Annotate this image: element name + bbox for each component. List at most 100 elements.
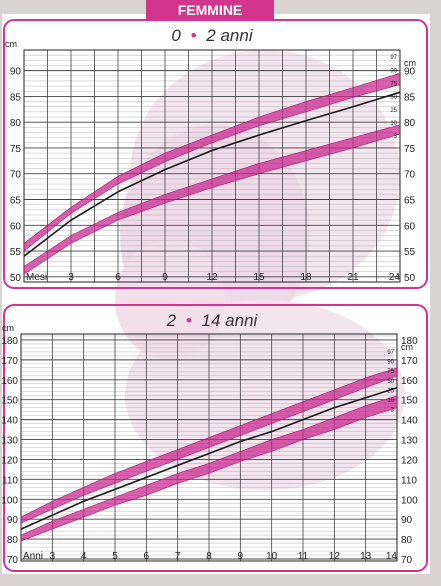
percentile-label: 97: [390, 55, 397, 61]
unit-label-left: cm: [2, 323, 14, 333]
percentile-label: 90: [387, 359, 394, 365]
title-part-dot: •: [186, 311, 192, 330]
percentile-label: 25: [387, 388, 394, 394]
percentile-label: 50: [387, 379, 394, 385]
series-line-p3: [23, 133, 401, 275]
x-tick-label: 6: [115, 272, 121, 283]
y-tick-label-left: 85: [10, 92, 22, 103]
percentile-label: 90: [390, 68, 397, 74]
x-tick-label: 3: [50, 551, 56, 562]
y-tick-label-right: 100: [401, 495, 418, 506]
unit-label-right: cm: [401, 342, 413, 352]
y-tick-label-left: 160: [1, 376, 18, 387]
x-tick-label: 21: [347, 272, 359, 283]
x-tick-label: 14: [386, 551, 398, 562]
y-tick-label-left: 100: [1, 495, 18, 506]
percentile-label: 3: [391, 408, 395, 414]
x-tick-label: 24: [389, 272, 401, 283]
y-tick-label-left: 55: [10, 247, 22, 258]
y-tick-label-left: 90: [10, 67, 22, 78]
plot-border: [23, 49, 401, 283]
frame-chart-0-2: [3, 19, 428, 289]
percentile-label: 75: [387, 369, 394, 375]
y-tick-label-right: 70: [401, 555, 413, 566]
unit-label-right: cm: [404, 58, 416, 68]
y-tick-label-right: 110: [401, 475, 417, 486]
lower-percentile-band: [21, 395, 397, 542]
y-tick-label-left: 120: [1, 455, 18, 466]
y-tick-label-right: 50: [404, 273, 416, 284]
x-axis-unit: Mesi: [26, 272, 47, 283]
header-tab: [146, 0, 274, 20]
x-tick-label: 13: [360, 551, 372, 562]
unit-label-left: cm: [5, 39, 17, 49]
title-part-start: 0: [171, 26, 181, 45]
y-tick-label-right: 70: [404, 170, 416, 181]
y-tick-label-right: 60: [404, 221, 416, 232]
x-tick-label: 11: [298, 551, 309, 562]
y-tick-label-right: 150: [401, 396, 418, 407]
x-tick-label: 12: [329, 551, 341, 562]
upper-percentile-band: [21, 367, 397, 524]
y-tick-label-right: 120: [401, 455, 418, 466]
title-part-end: 14 anni: [202, 311, 259, 330]
percentile-label: 50: [390, 95, 397, 101]
x-tick-label: 18: [300, 272, 312, 283]
y-tick-label-right: 160: [401, 376, 418, 387]
y-tick-label-left: 80: [7, 535, 19, 546]
x-tick-label: 15: [253, 272, 265, 283]
y-tick-label-left: 150: [1, 396, 18, 407]
percentile-label: 3: [394, 134, 398, 140]
plot-2-14-anni: 70 70 80 80 90 90 100 100 110 110 120 120 130 130 140 1…: [1, 323, 418, 566]
y-tick-label-right: 55: [404, 247, 416, 258]
x-tick-label: 3: [68, 272, 74, 283]
title-part-dot: •: [191, 26, 197, 45]
y-tick-label-left: 90: [7, 515, 19, 526]
percentile-label: 75: [390, 81, 397, 87]
chart-title-2-14: 2 • 14 anni: [166, 311, 259, 330]
series-line-p75: [20, 375, 398, 524]
series-line-p10: [23, 124, 401, 267]
plot-border: [20, 333, 398, 562]
y-tick-label-left: 110: [2, 475, 18, 486]
y-tick-label-right: 130: [401, 436, 418, 447]
y-tick-label-left: 80: [10, 118, 22, 129]
x-tick-label: 4: [81, 551, 87, 562]
x-tick-label: 10: [266, 551, 278, 562]
percentile-label: 10: [387, 398, 394, 404]
y-tick-label-right: 90: [404, 67, 416, 78]
y-tick-label-left: 140: [1, 416, 18, 427]
y-tick-label-left: 50: [10, 273, 22, 284]
series-line-p3: [20, 407, 398, 542]
x-tick-label: 9: [238, 551, 244, 562]
y-tick-label-left: 70: [7, 555, 19, 566]
x-tick-label: 6: [144, 551, 150, 562]
title-part-start: 2: [166, 311, 177, 330]
series-line-p50: [23, 91, 401, 257]
chart-title-0-2: 0 • 2 anni: [171, 26, 253, 45]
series-line-p97: [20, 367, 398, 518]
y-tick-label-left: 130: [1, 436, 18, 447]
y-tick-label-right: 170: [401, 356, 418, 367]
x-tick-label: 7: [175, 551, 181, 562]
y-tick-label-right: 90: [401, 515, 413, 526]
y-tick-label-left: 170: [1, 356, 18, 367]
series-line-p90: [23, 84, 401, 252]
title-part-end: 2 anni: [205, 26, 254, 45]
y-tick-label-left: 60: [10, 221, 22, 232]
y-tick-label-left: 70: [10, 170, 22, 181]
series-line-p50: [20, 387, 398, 530]
y-tick-label-left: 180: [1, 336, 18, 347]
y-tick-label-right: 85: [404, 92, 416, 103]
y-tick-label-right: 180: [401, 336, 418, 347]
percentile-label: 25: [390, 108, 397, 114]
header-title: FEMMINE: [178, 2, 243, 18]
y-tick-label-right: 65: [404, 196, 416, 207]
y-tick-label-left: 65: [10, 196, 22, 207]
upper-percentile-band: [24, 73, 400, 252]
percentile-label: 97: [387, 350, 394, 356]
x-tick-label: 5: [112, 551, 118, 562]
